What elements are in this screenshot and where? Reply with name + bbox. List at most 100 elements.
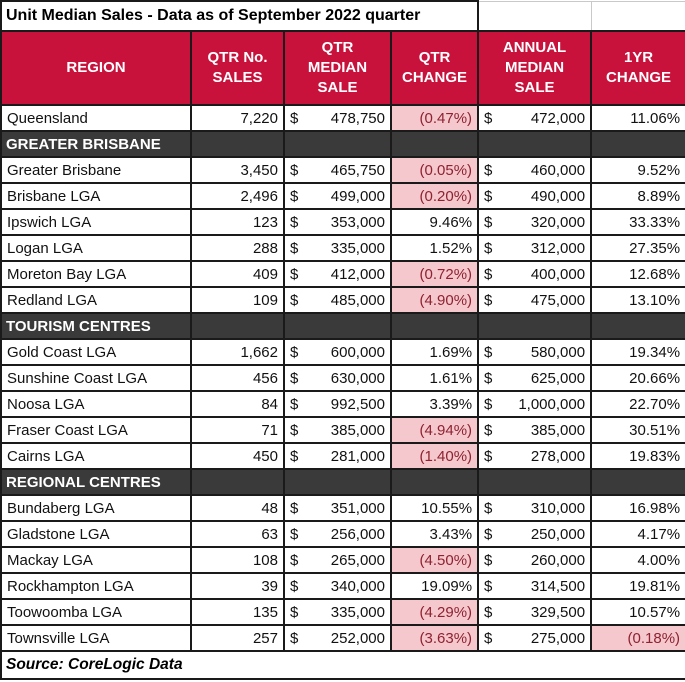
region-cell: Noosa LGA: [0, 390, 192, 418]
region-cell: Greater Brisbane: [0, 156, 192, 184]
annual-median-sale-cell-value: 320,000: [530, 213, 586, 231]
qtr-median-sale-cell: $630,000: [283, 364, 392, 392]
qtr-median-sale-cell-value: 281,000: [330, 447, 385, 465]
qtr-median-sale-cell-value: 478,750: [330, 109, 385, 127]
yr-change-cell: 8.89%: [590, 182, 685, 210]
annual-median-sale-cell: $310,000: [477, 494, 593, 522]
column-header-qtr-change: QTR CHANGE: [389, 30, 480, 106]
currency-symbol: $: [484, 291, 493, 309]
qtr-median-sale-cell: $281,000: [283, 442, 392, 470]
qtr-median-sale-cell-value: 353,000: [330, 213, 385, 231]
currency-symbol: $: [290, 291, 299, 309]
currency-symbol: $: [484, 213, 493, 231]
annual-median-sale-cell: $329,500: [477, 598, 593, 626]
annual-median-sale-cell-value: 329,500: [530, 603, 586, 621]
yr-change-cell: 10.57%: [590, 598, 685, 626]
currency-symbol: $: [290, 421, 299, 439]
yr-change-cell: 27.35%: [590, 234, 685, 262]
currency-symbol: $: [484, 239, 493, 257]
yr-change-cell: 30.51%: [590, 416, 685, 444]
annual-median-sale-cell: $460,000: [477, 156, 593, 184]
currency-symbol: $: [290, 161, 299, 179]
region-cell: Queensland: [0, 104, 192, 132]
table-row-gladstone-lga: Gladstone LGA 63 $256,000 3.43% $250,000 4.17…: [0, 520, 685, 548]
table-row-sunshine-coast-lga: Sunshine Coast LGA 456 $630,000 1.61% $625,0…: [0, 364, 685, 392]
yr-change-cell: 4.17%: [590, 520, 685, 548]
currency-symbol: $: [484, 161, 493, 179]
currency-symbol: $: [290, 395, 299, 413]
qtr-change-cell: 10.55%: [389, 494, 480, 522]
annual-median-sale-cell-value: 314,500: [530, 577, 586, 595]
qtr-sales-cell: 71: [190, 416, 285, 444]
column-header-region: REGION: [0, 30, 192, 106]
section-empty-cell: [389, 468, 480, 496]
table-row-moreton-bay-lga: Moreton Bay LGA 409 $412,000 (0.72%) $400,00…: [0, 260, 685, 288]
column-header-qtr-no-sales: QTR No. SALES: [190, 30, 285, 106]
currency-symbol: $: [290, 213, 299, 231]
annual-median-sale-cell-value: 275,000: [530, 629, 586, 647]
yr-change-cell: 19.83%: [590, 442, 685, 470]
annual-median-sale-cell: $275,000: [477, 624, 593, 652]
empty-cell: [590, 0, 685, 32]
qtr-sales-cell: 257: [190, 624, 285, 652]
qtr-median-sale-cell: $353,000: [283, 208, 392, 236]
qtr-change-cell: (1.40%): [389, 442, 480, 470]
yr-change-cell: 9.52%: [590, 156, 685, 184]
annual-median-sale-cell: $625,000: [477, 364, 593, 392]
currency-symbol: $: [290, 447, 299, 465]
column-header-1yr-change: 1YR CHANGE: [590, 30, 685, 106]
region-cell: Bundaberg LGA: [0, 494, 192, 522]
currency-symbol: $: [290, 187, 299, 205]
qtr-change-cell: (0.05%): [389, 156, 480, 184]
qtr-sales-cell: 48: [190, 494, 285, 522]
currency-symbol: $: [290, 629, 299, 647]
qtr-median-sale-cell: $499,000: [283, 182, 392, 210]
qtr-median-sale-cell-value: 630,000: [330, 369, 385, 387]
currency-symbol: $: [484, 525, 493, 543]
qtr-median-sale-cell: $351,000: [283, 494, 392, 522]
region-cell: Brisbane LGA: [0, 182, 192, 210]
currency-symbol: $: [290, 525, 299, 543]
annual-median-sale-cell: $312,000: [477, 234, 593, 262]
section-empty-cell: [477, 130, 593, 158]
qtr-median-sale-cell-value: 335,000: [330, 603, 385, 621]
table-row-cairns-lga: Cairns LGA 450 $281,000 (1.40%) $278,000 19.8…: [0, 442, 685, 470]
qtr-change-cell: (4.94%): [389, 416, 480, 444]
yr-change-cell: 22.70%: [590, 390, 685, 418]
qtr-change-cell: (0.47%): [389, 104, 480, 132]
annual-median-sale-cell-value: 625,000: [530, 369, 586, 387]
annual-median-sale-cell-value: 580,000: [530, 343, 586, 361]
qtr-median-sale-cell: $385,000: [283, 416, 392, 444]
currency-symbol: $: [290, 109, 299, 127]
table-row-brisbane-lga: Brisbane LGA 2,496 $499,000 (0.20%) $490,000…: [0, 182, 685, 210]
qtr-median-sale-cell: $335,000: [283, 598, 392, 626]
section-row-greater-brisbane: GREATER BRISBANE: [0, 130, 685, 158]
currency-symbol: $: [290, 265, 299, 283]
qtr-sales-cell: 84: [190, 390, 285, 418]
region-cell: Moreton Bay LGA: [0, 260, 192, 288]
annual-median-sale-cell-value: 475,000: [530, 291, 586, 309]
annual-median-sale-cell-value: 490,000: [530, 187, 586, 205]
section-empty-cell: [590, 312, 685, 340]
yr-change-cell: 19.34%: [590, 338, 685, 366]
section-empty-cell: [389, 130, 480, 158]
qtr-median-sale-cell-value: 412,000: [330, 265, 385, 283]
annual-median-sale-cell: $320,000: [477, 208, 593, 236]
currency-symbol: $: [484, 421, 493, 439]
qtr-sales-cell: 123: [190, 208, 285, 236]
currency-symbol: $: [290, 239, 299, 257]
currency-symbol: $: [484, 109, 493, 127]
qtr-sales-cell: 63: [190, 520, 285, 548]
table-row-townsville-lga: Townsville LGA 257 $252,000 (3.63%) $275,000…: [0, 624, 685, 652]
yr-change-cell: 19.81%: [590, 572, 685, 600]
region-cell: Gladstone LGA: [0, 520, 192, 548]
qtr-sales-cell: 1,662: [190, 338, 285, 366]
annual-median-sale-cell-value: 385,000: [530, 421, 586, 439]
region-cell: Cairns LGA: [0, 442, 192, 470]
currency-symbol: $: [484, 369, 493, 387]
title-row: Unit Median Sales - Data as of September…: [0, 0, 685, 32]
section-empty-cell: [190, 312, 285, 340]
section-row-tourism-centres: TOURISM CENTRES: [0, 312, 685, 340]
qtr-median-sale-cell: $485,000: [283, 286, 392, 314]
section-empty-cell: [389, 312, 480, 340]
